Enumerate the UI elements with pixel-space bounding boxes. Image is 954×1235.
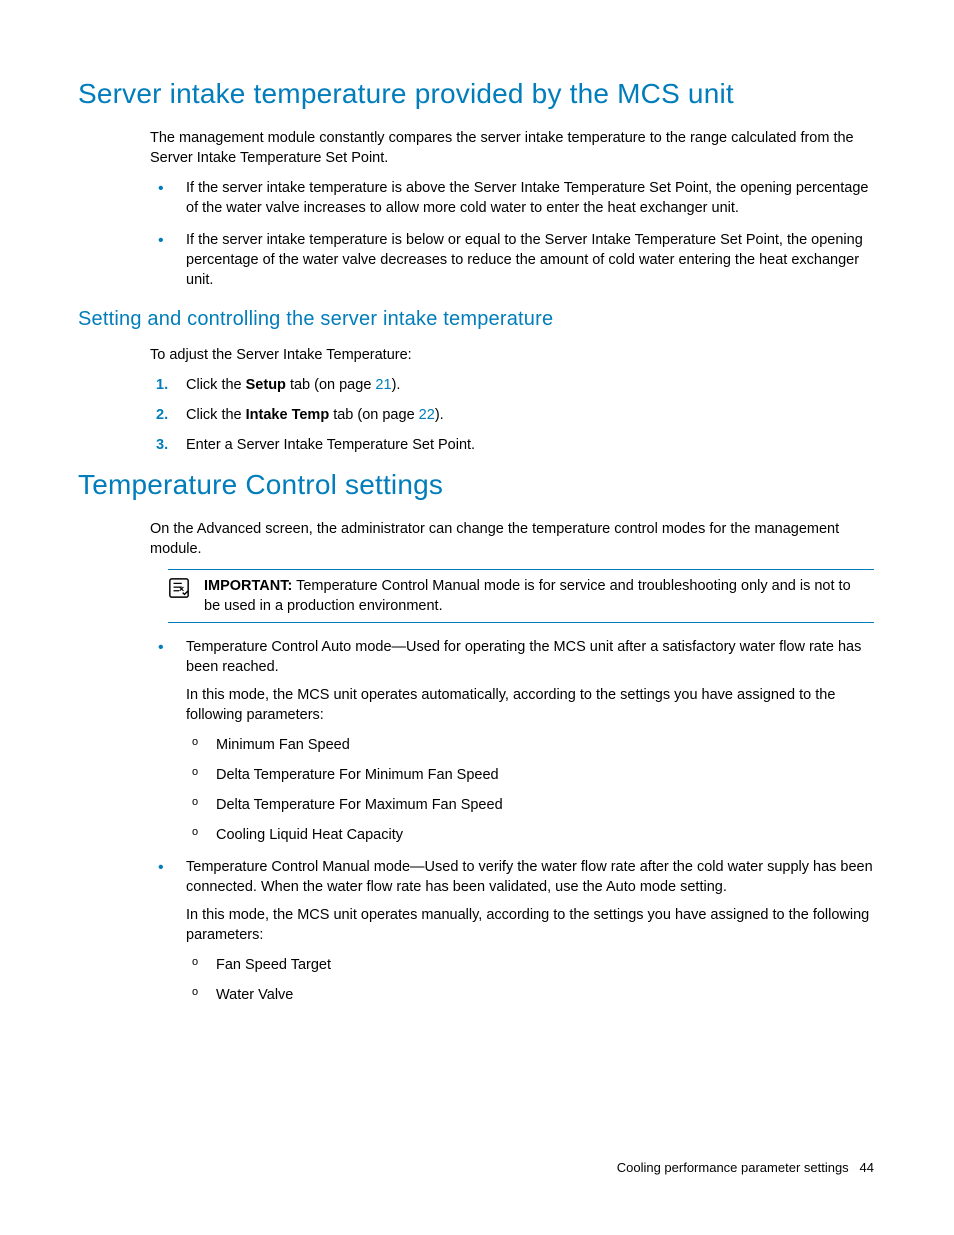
page-footer: Cooling performance parameter settings 4… <box>617 1160 874 1175</box>
callout-body: IMPORTANT: Temperature Control Manual mo… <box>204 576 870 616</box>
step-text: ). <box>392 377 401 393</box>
sub-list: Minimum Fan Speed Delta Temperature For … <box>186 735 874 845</box>
heading-temp-control: Temperature Control settings <box>78 469 874 501</box>
footer-section: Cooling performance parameter settings <box>617 1160 849 1175</box>
callout-text: Temperature Control Manual mode is for s… <box>204 578 851 614</box>
bullet-para: In this mode, the MCS unit operates manu… <box>186 905 874 945</box>
sub-item: Delta Temperature For Maximum Fan Speed <box>186 795 874 815</box>
important-label: IMPORTANT: <box>204 578 292 594</box>
step-text: tab (on page <box>286 377 376 393</box>
intro-para-3: On the Advanced screen, the administrato… <box>150 519 874 559</box>
sub-item: Water Valve <box>186 985 874 1005</box>
sub-item: Cooling Liquid Heat Capacity <box>186 825 874 845</box>
step-bold: Setup <box>246 377 286 393</box>
bullet-item: Temperature Control Manual mode—Used to … <box>150 857 874 1005</box>
bullet-item: If the server intake temperature is abov… <box>150 178 874 218</box>
heading-setting-controlling: Setting and controlling the server intak… <box>78 308 874 331</box>
page-link[interactable]: 21 <box>375 377 391 393</box>
note-icon <box>168 576 204 599</box>
intro-para-1: The management module constantly compare… <box>150 128 874 168</box>
steps-list: Click the Setup tab (on page 21). Click … <box>150 375 874 455</box>
heading-server-intake: Server intake temperature provided by th… <box>78 78 874 110</box>
bullet-lead: Temperature Control Auto mode—Used for o… <box>186 639 861 675</box>
sub-item: Delta Temperature For Minimum Fan Speed <box>186 765 874 785</box>
bullet-item: If the server intake temperature is belo… <box>150 230 874 290</box>
important-callout: IMPORTANT: Temperature Control Manual mo… <box>168 569 874 623</box>
step-text: Click the <box>186 407 246 423</box>
step-text: tab (on page <box>329 407 419 423</box>
bullet-list-2: Temperature Control Auto mode—Used for o… <box>150 637 874 1005</box>
footer-page-number: 44 <box>860 1160 874 1175</box>
intro-para-2: To adjust the Server Intake Temperature: <box>150 345 874 365</box>
page-link[interactable]: 22 <box>419 407 435 423</box>
bullet-para: In this mode, the MCS unit operates auto… <box>186 685 874 725</box>
sub-item: Fan Speed Target <box>186 955 874 975</box>
step-item: Click the Setup tab (on page 21). <box>150 375 874 395</box>
sub-list: Fan Speed Target Water Valve <box>186 955 874 1005</box>
step-text: ). <box>435 407 444 423</box>
step-item: Enter a Server Intake Temperature Set Po… <box>150 435 874 455</box>
bullet-list-1: If the server intake temperature is abov… <box>150 178 874 290</box>
sub-item: Minimum Fan Speed <box>186 735 874 755</box>
bullet-lead: Temperature Control Manual mode—Used to … <box>186 859 873 895</box>
bullet-item: Temperature Control Auto mode—Used for o… <box>150 637 874 845</box>
step-bold: Intake Temp <box>246 407 330 423</box>
step-text: Click the <box>186 377 246 393</box>
step-item: Click the Intake Temp tab (on page 22). <box>150 405 874 425</box>
